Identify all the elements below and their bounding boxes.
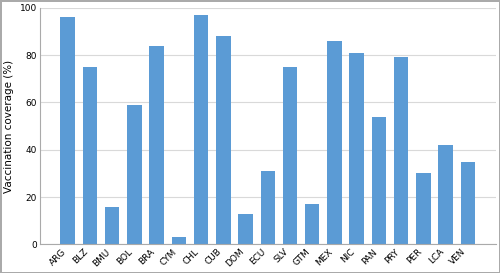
Bar (372, 117, 386, 244)
Bar (394, 57, 408, 244)
Bar (460, 162, 475, 244)
Bar (150, 46, 164, 244)
Bar (60, 17, 75, 244)
Bar (127, 105, 142, 244)
Bar (172, 237, 186, 244)
Bar (438, 145, 453, 244)
Bar (216, 36, 230, 244)
Bar (328, 41, 342, 244)
Bar (238, 214, 253, 244)
Bar (82, 67, 97, 244)
Bar (305, 204, 320, 244)
Bar (416, 173, 430, 244)
Bar (260, 171, 275, 244)
Bar (283, 67, 297, 244)
Bar (350, 53, 364, 244)
Bar (194, 15, 208, 244)
Y-axis label: Vaccination coverage (%): Vaccination coverage (%) (4, 60, 14, 192)
Bar (105, 206, 120, 244)
